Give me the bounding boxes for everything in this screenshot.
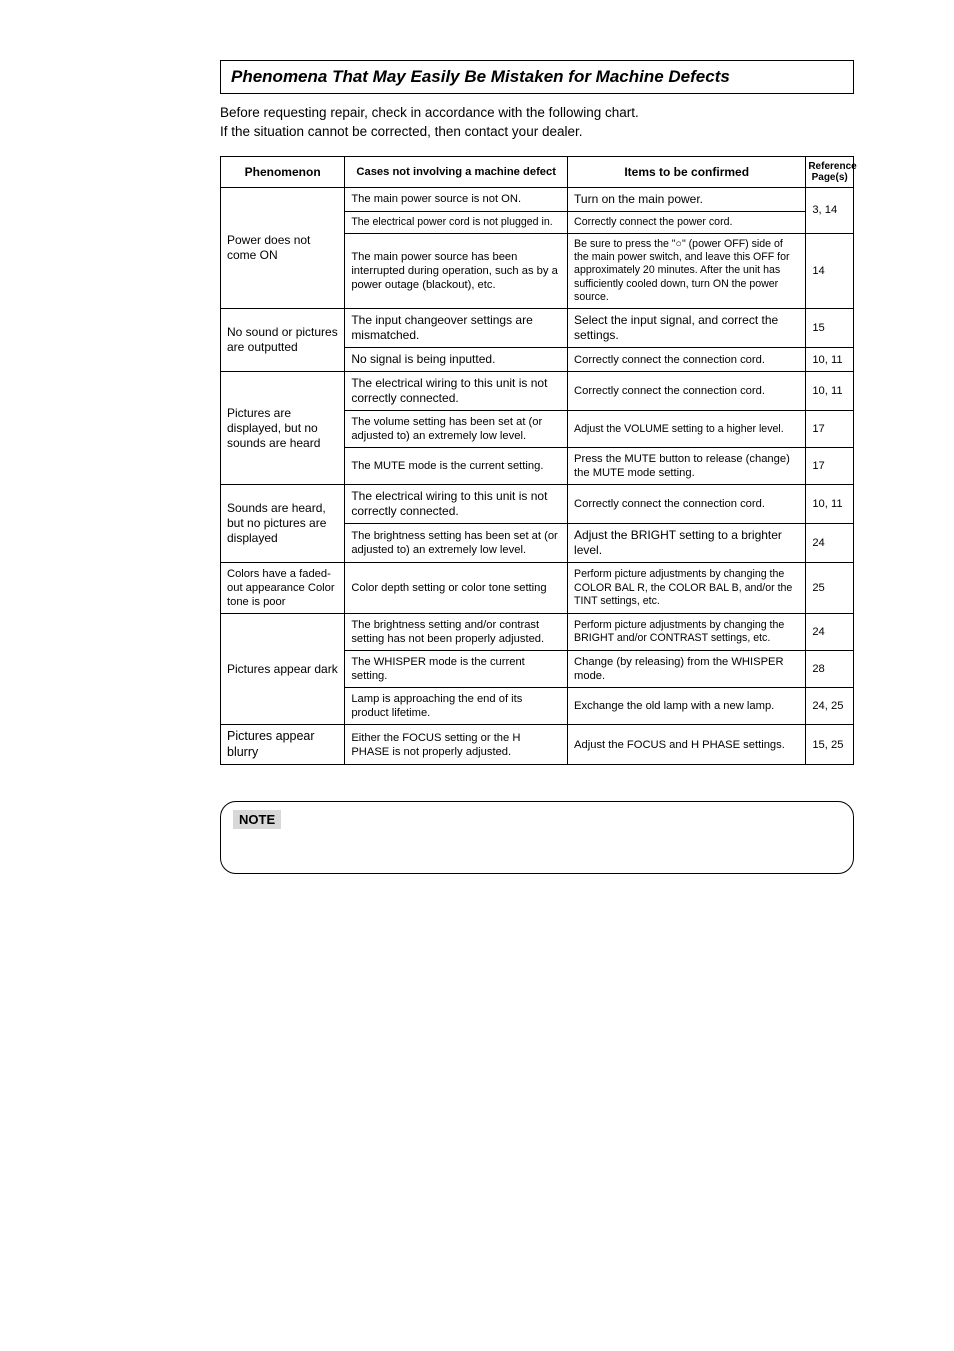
cell-confirm: Adjust the FOCUS and H PHASE settings.: [568, 725, 806, 765]
cell-confirm: Correctly connect the connection cord.: [568, 348, 806, 372]
cell-cause: The MUTE mode is the current setting.: [345, 448, 568, 485]
cell-page-ref: 10, 11: [806, 348, 854, 372]
cell-page-ref: 25: [806, 563, 854, 614]
cell-confirm: Correctly connect the power cord.: [568, 211, 806, 233]
cell-confirm: Change (by releasing) from the WHISPER m…: [568, 651, 806, 688]
th-phenomenon: Phenomenon: [221, 156, 345, 187]
cell-phenomenon: Colors have a faded-out appearance Color…: [221, 563, 345, 614]
cell-confirm: Correctly connect the connection cord.: [568, 485, 806, 524]
th-confirm: Items to be confirmed: [568, 156, 806, 187]
cell-phenomenon: Power does not come ON: [221, 187, 345, 308]
cell-page-ref: 10, 11: [806, 485, 854, 524]
cell-page-ref: 17: [806, 448, 854, 485]
cell-page-ref: 14: [806, 234, 854, 309]
cell-confirm: Adjust the VOLUME setting to a higher le…: [568, 411, 806, 448]
cell-phenomenon: Pictures appear blurry: [221, 725, 345, 765]
cell-cause: Either the FOCUS setting or the H PHASE …: [345, 725, 568, 765]
cell-page-ref: 15: [806, 309, 854, 348]
cell-cause: The brightness setting has been set at (…: [345, 524, 568, 563]
cell-cause: Color depth setting or color tone settin…: [345, 563, 568, 614]
table-body: Power does not come ONThe main power sou…: [221, 187, 854, 765]
table-row: No sound or pictures are outputtedThe in…: [221, 309, 854, 348]
cell-cause: The WHISPER mode is the current setting.: [345, 651, 568, 688]
table-row: Pictures appear darkThe brightness setti…: [221, 614, 854, 651]
cell-page-ref: 10, 11: [806, 372, 854, 411]
cell-page-ref: 28: [806, 651, 854, 688]
cell-cause: The electrical wiring to this unit is no…: [345, 372, 568, 411]
cell-phenomenon: Sounds are heard, but no pictures are di…: [221, 485, 345, 563]
cell-cause: The electrical power cord is not plugged…: [345, 211, 568, 233]
table-header-row: Phenomenon Cases not involving a machine…: [221, 156, 854, 187]
note-box: NOTE: [220, 801, 854, 874]
cell-cause: Lamp is approaching the end of its produ…: [345, 688, 568, 725]
cell-cause: The electrical wiring to this unit is no…: [345, 485, 568, 524]
cell-confirm: Select the input signal, and correct the…: [568, 309, 806, 348]
cell-page-ref: 3, 14: [806, 187, 854, 233]
cell-cause: No signal is being inputted.: [345, 348, 568, 372]
defects-table: Phenomenon Cases not involving a machine…: [220, 156, 854, 766]
table-row: Colors have a faded-out appearance Color…: [221, 563, 854, 614]
cell-page-ref: 24, 25: [806, 688, 854, 725]
cell-phenomenon: Pictures are displayed, but no sounds ar…: [221, 372, 345, 485]
th-reference: Reference Page(s): [806, 156, 854, 187]
cell-cause: The main power source is not ON.: [345, 187, 568, 211]
cell-cause: The brightness setting and/or contrast s…: [345, 614, 568, 651]
intro-line2: If the situation cannot be corrected, th…: [220, 124, 582, 139]
cell-page-ref: 24: [806, 524, 854, 563]
section-heading-text: Phenomena That May Easily Be Mistaken fo…: [231, 67, 730, 86]
intro-line1: Before requesting repair, check in accor…: [220, 105, 639, 120]
cell-confirm: Perform picture adjustments by changing …: [568, 614, 806, 651]
cell-page-ref: 17: [806, 411, 854, 448]
cell-phenomenon: No sound or pictures are outputted: [221, 309, 345, 372]
cell-page-ref: 24: [806, 614, 854, 651]
table-row: Pictures are displayed, but no sounds ar…: [221, 372, 854, 411]
cell-page-ref: 15, 25: [806, 725, 854, 765]
cell-cause: The volume setting has been set at (or a…: [345, 411, 568, 448]
cell-cause: The main power source has been interrupt…: [345, 234, 568, 309]
table-row: Power does not come ONThe main power sou…: [221, 187, 854, 211]
th-cause: Cases not involving a machine defect: [345, 156, 568, 187]
section-heading: Phenomena That May Easily Be Mistaken fo…: [220, 60, 854, 94]
cell-confirm: Be sure to press the "○" (power OFF) sid…: [568, 234, 806, 309]
cell-confirm: Perform picture adjustments by changing …: [568, 563, 806, 614]
table-row: Pictures appear blurryEither the FOCUS s…: [221, 725, 854, 765]
intro-text-block: Before requesting repair, check in accor…: [220, 104, 854, 142]
note-label: NOTE: [233, 810, 281, 829]
cell-cause: The input changeover settings are mismat…: [345, 309, 568, 348]
cell-confirm: Press the MUTE button to release (change…: [568, 448, 806, 485]
cell-phenomenon: Pictures appear dark: [221, 614, 345, 725]
cell-confirm: Correctly connect the connection cord.: [568, 372, 806, 411]
cell-confirm: Turn on the main power.: [568, 187, 806, 211]
table-row: Sounds are heard, but no pictures are di…: [221, 485, 854, 524]
cell-confirm: Adjust the BRIGHT setting to a brighter …: [568, 524, 806, 563]
cell-confirm: Exchange the old lamp with a new lamp.: [568, 688, 806, 725]
